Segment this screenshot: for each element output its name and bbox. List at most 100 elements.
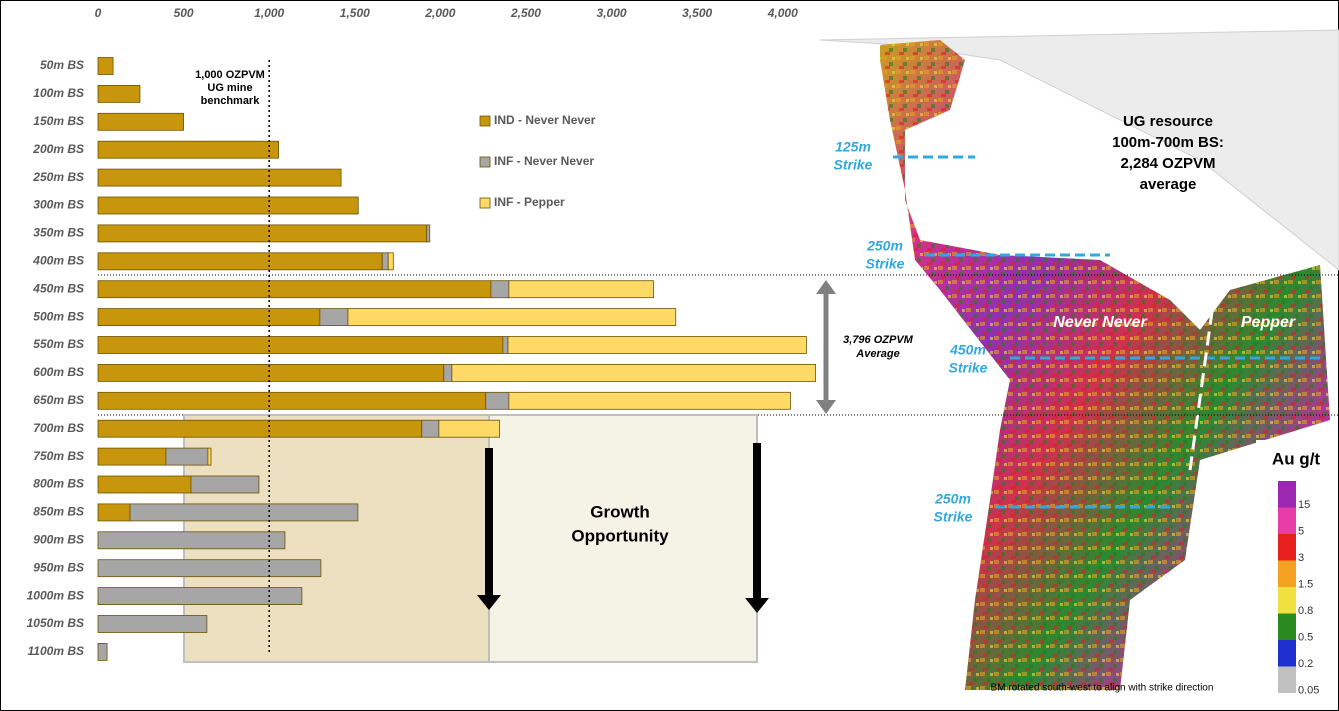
legend-swatch bbox=[479, 115, 491, 127]
bar bbox=[97, 308, 321, 327]
strike-label: 450m bbox=[949, 342, 986, 358]
strike-label: Strike bbox=[834, 157, 873, 173]
y-tick-label: 650m BS bbox=[33, 393, 84, 407]
x-tick-label: 4,000 bbox=[767, 6, 798, 20]
bar bbox=[97, 559, 322, 578]
x-tick-label: 3,500 bbox=[682, 6, 712, 20]
bar bbox=[97, 57, 114, 75]
model-summary: UG resource bbox=[1123, 113, 1213, 130]
bar bbox=[387, 252, 394, 271]
y-tick-label: 550m BS bbox=[33, 337, 84, 351]
bar bbox=[97, 587, 303, 605]
colorbar-label: 5 bbox=[1298, 525, 1304, 537]
growth-box bbox=[488, 414, 758, 663]
bar bbox=[490, 280, 510, 299]
arrow-head bbox=[816, 400, 836, 414]
annotation: Opportunity bbox=[571, 526, 669, 545]
arrow-head bbox=[745, 598, 769, 613]
bar bbox=[97, 196, 359, 215]
bar bbox=[97, 168, 342, 187]
strike-label: 250m bbox=[934, 491, 971, 507]
y-tick-label: 750m BS bbox=[33, 449, 84, 463]
x-tick-label: 1,500 bbox=[340, 6, 370, 20]
y-tick-label: 900m BS bbox=[33, 532, 84, 546]
colorbar-segment bbox=[1278, 666, 1296, 693]
arrow-head bbox=[477, 595, 501, 610]
colorbar-label: 0.2 bbox=[1298, 658, 1313, 670]
bar bbox=[97, 252, 383, 271]
bar bbox=[97, 531, 286, 550]
zone-label: Never Never bbox=[1053, 314, 1147, 331]
bar bbox=[97, 363, 445, 382]
y-tick-label: 350m BS bbox=[33, 226, 84, 240]
y-tick-label: 600m BS bbox=[33, 365, 84, 379]
colorbar-segment bbox=[1278, 560, 1296, 587]
annotation: benchmark bbox=[201, 95, 261, 107]
bar bbox=[97, 475, 192, 494]
bar bbox=[129, 503, 359, 522]
bar bbox=[97, 224, 428, 243]
colorbar-label: 0.8 bbox=[1298, 605, 1313, 617]
bar bbox=[207, 447, 212, 466]
bar bbox=[319, 308, 349, 327]
model-summary: 2,284 OZPVM bbox=[1120, 155, 1215, 172]
y-tick-label: 950m BS bbox=[33, 560, 84, 574]
y-tick-label: 150m BS bbox=[33, 114, 84, 128]
legend-label: IND - Never Never bbox=[494, 113, 596, 127]
strike-label: Strike bbox=[949, 360, 988, 376]
colorbar-segment bbox=[1278, 534, 1296, 561]
y-tick-label: 800m BS bbox=[33, 477, 84, 491]
bar bbox=[507, 336, 807, 354]
strike-label: 250m bbox=[866, 238, 903, 254]
legend-swatch bbox=[479, 197, 491, 209]
y-tick-label: 300m BS bbox=[33, 198, 84, 212]
annotation: Growth bbox=[590, 502, 650, 521]
y-tick-label: 700m BS bbox=[33, 421, 84, 435]
bar bbox=[426, 224, 431, 243]
strike-label: Strike bbox=[934, 509, 973, 525]
colorbar-segment bbox=[1278, 481, 1296, 508]
colorbar-label: 0.5 bbox=[1298, 631, 1313, 643]
bar bbox=[438, 419, 501, 438]
bar bbox=[485, 391, 510, 410]
legend-swatch bbox=[479, 156, 491, 168]
y-tick-label: 400m BS bbox=[32, 253, 84, 267]
bar bbox=[508, 280, 654, 299]
colorbar-label: 15 bbox=[1298, 499, 1310, 511]
bar bbox=[502, 336, 509, 354]
colorbar-title: Au g/t bbox=[1272, 449, 1320, 468]
y-tick-label: 1050m BS bbox=[27, 616, 84, 630]
bar bbox=[451, 363, 817, 382]
arrow-head bbox=[816, 280, 836, 294]
bar bbox=[97, 140, 280, 159]
bar bbox=[97, 419, 423, 438]
y-tick-label: 50m BS bbox=[40, 58, 84, 72]
bar bbox=[97, 615, 208, 633]
x-tick-label: 3,000 bbox=[597, 6, 627, 20]
annotation: 3,796 OZPVM bbox=[843, 334, 914, 346]
legend-label: INF - Pepper bbox=[494, 195, 565, 209]
bar bbox=[190, 475, 260, 494]
bar bbox=[421, 419, 440, 438]
bar bbox=[97, 280, 492, 299]
caption: BM rotated south-west to align with stri… bbox=[991, 683, 1214, 694]
colorbar-segment bbox=[1278, 587, 1296, 614]
bar bbox=[165, 447, 209, 466]
bar bbox=[97, 447, 167, 466]
annotation: UG mine bbox=[207, 82, 252, 94]
bar bbox=[347, 308, 677, 327]
bar bbox=[97, 391, 487, 410]
y-tick-label: 1000m BS bbox=[27, 588, 84, 602]
x-tick-label: 500 bbox=[174, 6, 194, 20]
annotation: Average bbox=[855, 348, 899, 360]
y-tick-label: 100m BS bbox=[33, 86, 84, 100]
y-tick-label: 250m BS bbox=[32, 170, 84, 184]
model-summary: 100m-700m BS: bbox=[1112, 134, 1224, 151]
bar bbox=[97, 336, 504, 354]
bar bbox=[97, 85, 141, 103]
x-tick-label: 1,000 bbox=[254, 6, 284, 20]
colorbar-segment bbox=[1278, 507, 1296, 534]
model-summary: average bbox=[1140, 176, 1197, 193]
legend-label: INF - Never Never bbox=[494, 154, 594, 168]
